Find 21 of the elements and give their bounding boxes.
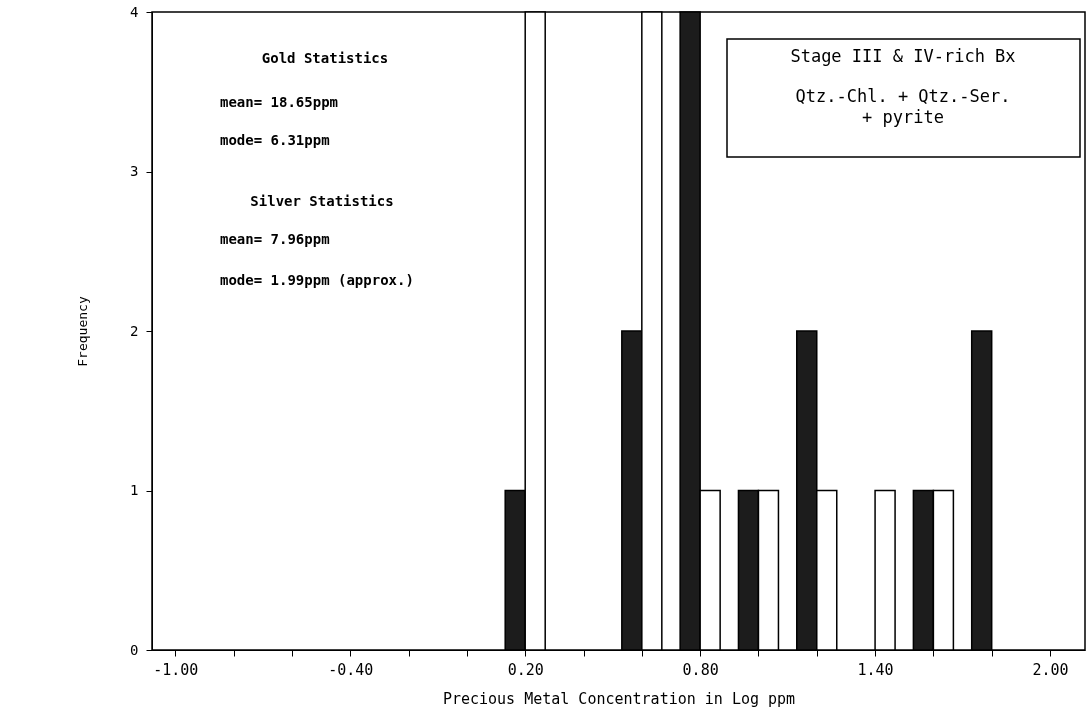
x-tick-label: 1.40 [857, 660, 894, 679]
annotation: Gold Statistics [261, 50, 389, 66]
annotation: mean= 7.96ppm [220, 231, 330, 247]
y-tick-label: 4 [130, 3, 139, 20]
annotation: mean= 18.65ppm [220, 94, 339, 110]
x-axis-title: Precious Metal Concentration in Log ppm [442, 689, 796, 708]
x-tick-label: 0.80 [682, 660, 719, 679]
x-tick-label: 2.00 [1032, 660, 1069, 679]
annotation: mode= 6.31ppm [220, 132, 330, 148]
y-tick-label: 3 [130, 163, 139, 179]
x-tick-label: -1.00 [153, 660, 199, 679]
y-tick-label: 1 [130, 482, 139, 498]
annotation: Qtz.-Chl. + Qtz.-Ser. + pyrite [795, 86, 1011, 127]
annotation: Stage III & IV-rich Bx [790, 46, 1016, 66]
x-tick-label: 0.20 [507, 660, 544, 679]
x-tick-label: -0.40 [328, 660, 374, 679]
annotation: Silver Statistics [250, 193, 394, 209]
y-axis-title: Frequency [75, 296, 91, 367]
y-tick-label: 0 [130, 641, 139, 658]
y-tick-label: 2 [130, 322, 139, 339]
annotation: mode= 1.99ppm (approx.) [220, 272, 414, 288]
